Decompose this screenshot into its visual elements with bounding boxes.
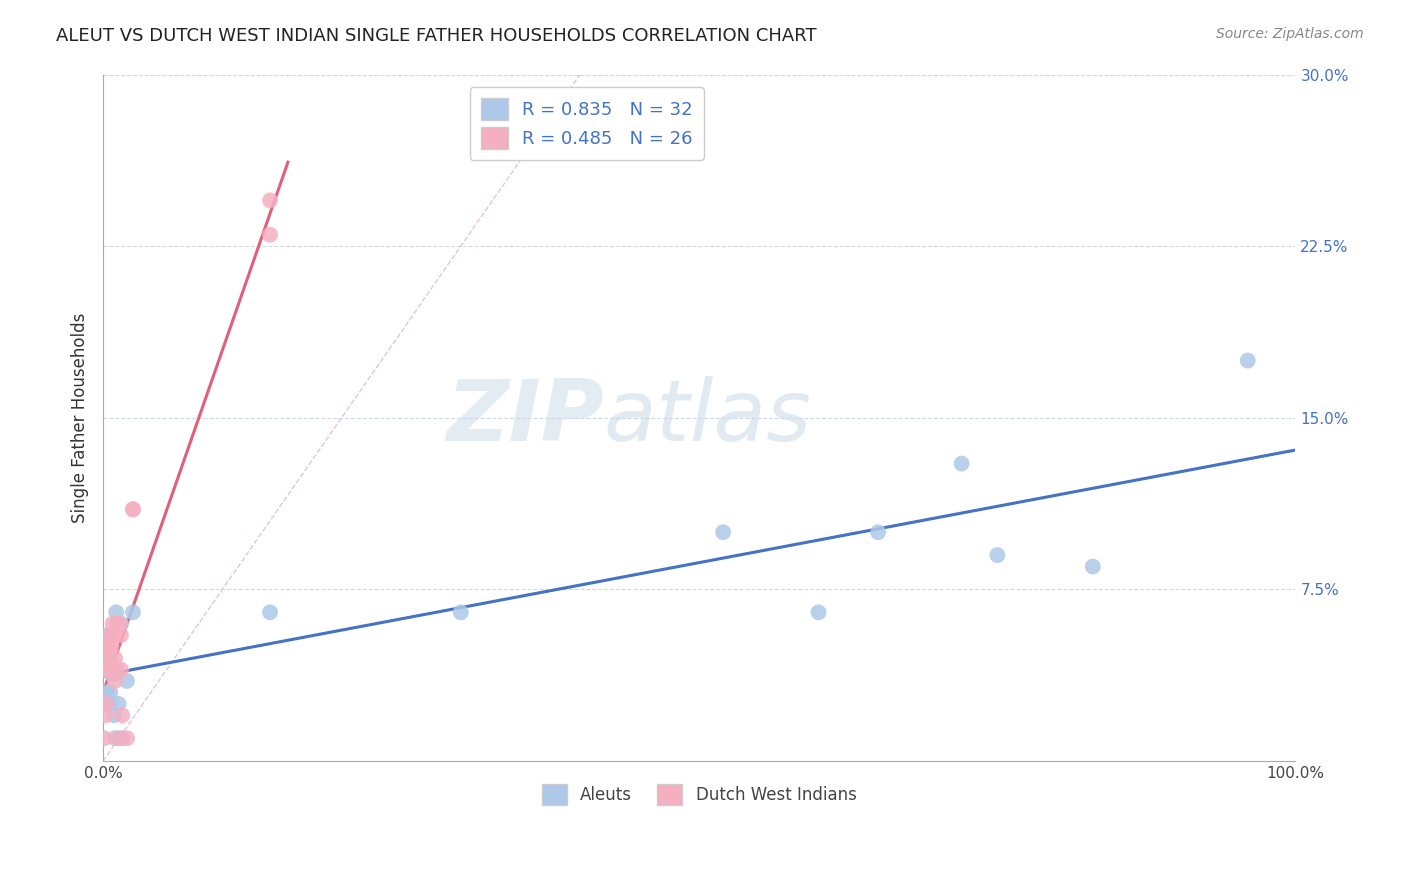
Point — [94, 640, 117, 654]
Point — [110, 663, 132, 677]
Point — [98, 628, 121, 642]
Point — [96, 697, 118, 711]
Text: Source: ZipAtlas.com: Source: ZipAtlas.com — [1216, 27, 1364, 41]
Point — [98, 685, 121, 699]
Point — [110, 616, 132, 631]
Point — [94, 708, 117, 723]
Text: ZIP: ZIP — [446, 376, 605, 459]
Point — [96, 663, 118, 677]
Legend: Aleuts, Dutch West Indians: Aleuts, Dutch West Indians — [531, 774, 866, 814]
Point — [122, 502, 145, 516]
Point — [115, 673, 138, 688]
Point — [104, 731, 127, 746]
Point — [98, 697, 121, 711]
Text: ALEUT VS DUTCH WEST INDIAN SINGLE FATHER HOUSEHOLDS CORRELATION CHART: ALEUT VS DUTCH WEST INDIAN SINGLE FATHER… — [56, 27, 817, 45]
Point — [259, 227, 281, 242]
Point — [259, 194, 281, 208]
Point — [450, 605, 472, 619]
Point — [103, 708, 125, 723]
Point — [98, 640, 121, 654]
Point — [103, 628, 125, 642]
Point — [105, 605, 128, 619]
Point — [100, 640, 122, 654]
Point — [104, 651, 127, 665]
Point — [107, 616, 129, 631]
Point — [94, 663, 117, 677]
Point — [950, 457, 973, 471]
Point — [111, 708, 134, 723]
Point — [97, 651, 120, 665]
Point — [94, 663, 117, 677]
Point — [105, 663, 128, 677]
Point — [1236, 353, 1258, 368]
Point — [97, 697, 120, 711]
Point — [93, 663, 115, 677]
Point — [711, 525, 734, 540]
Point — [122, 502, 145, 516]
Point — [96, 628, 118, 642]
Point — [104, 673, 127, 688]
Text: atlas: atlas — [605, 376, 811, 459]
Point — [101, 616, 124, 631]
Point — [110, 628, 132, 642]
Point — [122, 605, 145, 619]
Y-axis label: Single Father Households: Single Father Households — [72, 312, 89, 523]
Point — [807, 605, 830, 619]
Point — [98, 663, 121, 677]
Point — [107, 616, 129, 631]
Point — [259, 605, 281, 619]
Point — [101, 667, 124, 681]
Point — [103, 667, 125, 681]
Point — [115, 731, 138, 746]
Point — [97, 663, 120, 677]
Point — [868, 525, 890, 540]
Point — [1081, 559, 1104, 574]
Point — [986, 548, 1008, 562]
Point — [111, 731, 134, 746]
Point — [98, 663, 121, 677]
Point — [96, 685, 118, 699]
Point — [98, 651, 121, 665]
Point — [93, 731, 115, 746]
Point — [108, 616, 131, 631]
Point — [107, 697, 129, 711]
Point — [100, 667, 122, 681]
Point — [107, 731, 129, 746]
